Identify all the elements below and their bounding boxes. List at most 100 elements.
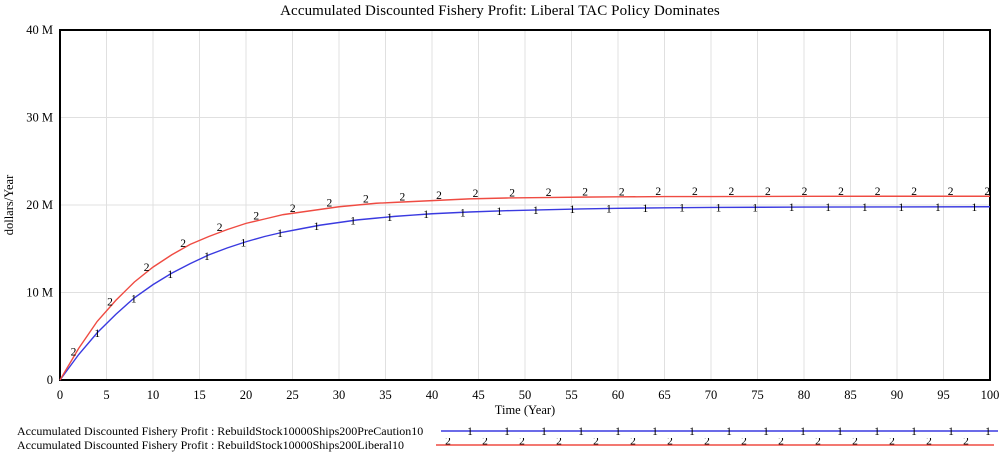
y-tick-label: 30 M — [26, 111, 53, 125]
legend-marker-2: 2 — [556, 438, 562, 448]
legend-marker-2: 2 — [963, 438, 969, 448]
plot-border — [59, 29, 991, 381]
series-marker-2: 2 — [473, 188, 479, 200]
chart-title: Accumulated Discounted Fishery Profit: L… — [280, 3, 720, 19]
x-tick-label: 65 — [658, 388, 671, 402]
series-marker-1: 1 — [314, 221, 320, 233]
series-marker-2: 2 — [911, 186, 917, 198]
series-marker-2: 2 — [875, 186, 881, 198]
series-marker-1: 1 — [972, 202, 978, 214]
series-marker-2: 2 — [363, 194, 369, 206]
legend-marker-1: 1 — [911, 426, 917, 438]
x-tick-label: 85 — [844, 388, 857, 402]
series-marker-2: 2 — [107, 296, 113, 308]
series-marker-1: 1 — [204, 251, 210, 263]
x-tick-label: 15 — [193, 388, 206, 402]
series-marker-1: 1 — [277, 228, 283, 240]
y-tick-label: 10 M — [26, 286, 53, 300]
series-marker-1: 1 — [825, 202, 831, 214]
legend-marker-1: 1 — [689, 426, 695, 438]
y-tick-label: 0 — [47, 373, 53, 387]
x-tick-label: 25 — [286, 388, 299, 402]
legend-label-precaution: Accumulated Discounted Fishery Profit : … — [17, 424, 424, 438]
series-marker-2: 2 — [619, 186, 625, 198]
y-tick-label: 40 M — [26, 23, 53, 37]
legend-marker-1: 1 — [504, 426, 510, 438]
series-marker-1: 1 — [350, 216, 356, 228]
legend-marker-2: 2 — [889, 438, 895, 448]
x-tick-label: 90 — [891, 388, 904, 402]
series-marker-2: 2 — [655, 186, 661, 198]
series-marker-1: 1 — [643, 203, 649, 215]
legend-marker-1: 1 — [837, 426, 843, 438]
series-marker-2: 2 — [290, 203, 296, 215]
legend-marker-1: 1 — [541, 426, 547, 438]
series-marker-2: 2 — [692, 186, 698, 198]
series-marker-1: 1 — [752, 202, 758, 214]
series-marker-1: 1 — [716, 202, 722, 214]
x-tick-label: 50 — [519, 388, 532, 402]
plot-area: 40 M 30 M 20 M 10 M 00 5 10 15 20 25 30 35 40 45 50 55 6… — [2, 23, 1000, 417]
series-marker-1: 1 — [131, 293, 137, 305]
series-line-1 — [59, 206, 991, 381]
series-marker-2: 2 — [509, 187, 515, 199]
series-marker-1: 1 — [898, 202, 904, 214]
y-axis-title: dollars/Year — [2, 174, 16, 235]
legend-marker-1: 1 — [985, 426, 991, 438]
series-marker-1: 1 — [460, 207, 466, 219]
x-tick-label: 100 — [981, 388, 1000, 402]
legend-marker-2: 2 — [519, 438, 525, 448]
legend-label-liberal: Accumulated Discounted Fishery Profit : … — [17, 438, 404, 452]
legend-marker-2: 2 — [630, 438, 636, 448]
legend-marker-2: 2 — [704, 438, 710, 448]
series-marker-2: 2 — [582, 187, 588, 199]
x-tick-label: 0 — [57, 388, 63, 402]
x-tick-label: 45 — [472, 388, 485, 402]
series-line-2 — [59, 195, 990, 381]
y-tick-label: 20 M — [26, 198, 53, 212]
legend-marker-1: 1 — [615, 426, 621, 438]
series-marker-2: 2 — [838, 186, 844, 198]
legend-marker-1: 1 — [726, 426, 732, 438]
x-tick-label: 10 — [147, 388, 160, 402]
series-marker-2: 2 — [217, 222, 223, 234]
series-marker-2: 2 — [400, 192, 406, 204]
legend-item-liberal: Accumulated Discounted Fishery Profit : … — [0, 438, 1000, 452]
legend-marker-2: 2 — [926, 438, 932, 448]
series-marker-1: 1 — [496, 206, 502, 218]
series-marker-1: 1 — [167, 269, 173, 281]
legend-marker-1: 1 — [763, 426, 769, 438]
series-marker-1: 1 — [423, 209, 429, 221]
legend-marker-2: 2 — [667, 438, 673, 448]
legend-marker-2: 2 — [593, 438, 599, 448]
legend-marker-2: 2 — [741, 438, 747, 448]
series-marker-1: 1 — [789, 202, 795, 214]
x-tick-label: 5 — [103, 388, 109, 402]
series-marker-1: 1 — [569, 204, 575, 216]
series-marker-1: 1 — [862, 202, 868, 214]
series-marker-2: 2 — [253, 210, 259, 222]
legend-item-precaution: Accumulated Discounted Fishery Profit : … — [0, 424, 1000, 438]
series-marker-1: 1 — [935, 202, 941, 214]
series-marker-1: 1 — [387, 212, 393, 224]
series-marker-1: 1 — [241, 238, 247, 250]
x-tick-label: 75 — [751, 388, 764, 402]
legend-marker-2: 2 — [778, 438, 784, 448]
series-marker-2: 2 — [984, 186, 990, 198]
x-tick-label: 20 — [240, 388, 253, 402]
series-marker-2: 2 — [546, 187, 552, 199]
legend-marker-1: 1 — [800, 426, 806, 438]
x-tick-label: 80 — [798, 388, 811, 402]
x-tick-label: 35 — [379, 388, 392, 402]
series-marker-2: 2 — [144, 262, 150, 274]
series-marker-2: 2 — [326, 198, 332, 210]
x-tick-label: 55 — [565, 388, 578, 402]
x-tick-label: 40 — [426, 388, 439, 402]
series-marker-2: 2 — [765, 186, 771, 198]
series-marker-1: 1 — [533, 205, 539, 217]
x-tick-label: 70 — [705, 388, 718, 402]
x-tick-label: 60 — [612, 388, 625, 402]
series-marker-1: 1 — [679, 203, 685, 215]
series-marker-2: 2 — [436, 190, 442, 202]
